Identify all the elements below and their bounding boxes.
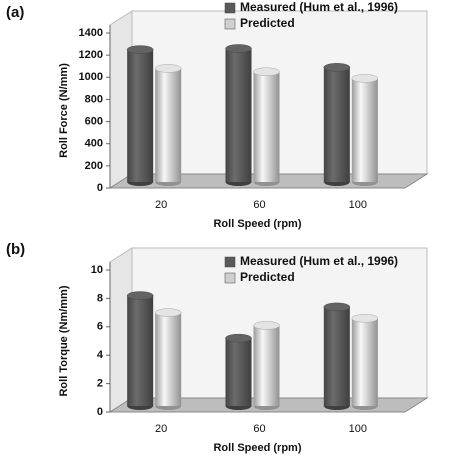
y-axis-label: Roll Force (N/mm) [58, 63, 70, 158]
legend-label: Predicted [240, 270, 295, 284]
y-tick-label: 1400 [79, 27, 103, 39]
x-axis-label: Roll Speed (rpm) [213, 218, 301, 230]
y-tick-label: 400 [85, 138, 103, 150]
bar-top [351, 74, 379, 83]
bar [253, 71, 280, 182]
legend-swatch [224, 2, 236, 14]
y-tick-label: 200 [85, 160, 103, 172]
bar-top [253, 67, 280, 76]
bar-top [253, 321, 280, 330]
legend-label: Measured (Hum et al., 1996) [240, 254, 398, 268]
x-tick-label: 60 [253, 423, 265, 435]
bar-top [351, 314, 379, 323]
y-tick-label: 10 [91, 264, 103, 276]
bar-top [154, 308, 182, 317]
x-tick-label: 20 [155, 199, 167, 211]
x-tick-label: 60 [253, 199, 265, 211]
panel-label: (a) [6, 4, 24, 21]
bar [127, 295, 154, 406]
bar [351, 318, 378, 406]
legend-label: Measured (Hum et al., 1996) [240, 0, 398, 14]
y-tick-label: 1200 [79, 49, 103, 61]
bar-top [126, 45, 154, 54]
bar [323, 306, 350, 406]
legend-swatch [224, 272, 236, 284]
y-tick-label: 2 [97, 378, 103, 390]
bar-top [225, 333, 252, 343]
x-tick-label: 20 [155, 423, 167, 435]
bar [225, 48, 252, 182]
y-tick-label: 0 [97, 182, 103, 194]
x-tick-label: 100 [349, 199, 367, 211]
bar [323, 67, 350, 182]
legend-swatch [224, 256, 236, 268]
bar-top [225, 44, 252, 53]
y-tick-label: 0 [97, 406, 103, 418]
bar-top [323, 302, 351, 312]
y-tick-label: 4 [97, 349, 104, 361]
bar [127, 49, 154, 182]
legend-label: Predicted [240, 16, 295, 30]
y-tick-label: 1000 [79, 71, 103, 83]
bar [225, 338, 252, 406]
panel-label: (b) [6, 241, 25, 258]
legend-swatch [224, 18, 236, 30]
bar-top [154, 64, 182, 73]
chart: 0 200 400 600 800 1000 1200 1400 20 60 100 (a) Roll … [6, 0, 429, 230]
bar [351, 78, 378, 182]
bar [253, 325, 280, 406]
x-axis-label: Roll Speed (rpm) [213, 442, 301, 454]
bar-top [323, 63, 351, 72]
y-tick-label: 6 [97, 321, 103, 333]
bar [155, 68, 182, 182]
y-tick-label: 8 [97, 292, 103, 304]
y-axis-label: Roll Torque (Nm/mm) [58, 285, 70, 396]
bar [155, 312, 182, 406]
chart: 0 2 4 6 8 10 20 60 100 (b) Roll Torque (Nm/mm) Roll… [6, 241, 429, 454]
y-tick-label: 600 [85, 115, 103, 127]
y-tick-label: 800 [85, 93, 103, 105]
bar-top [126, 291, 154, 300]
x-tick-label: 100 [349, 423, 367, 435]
